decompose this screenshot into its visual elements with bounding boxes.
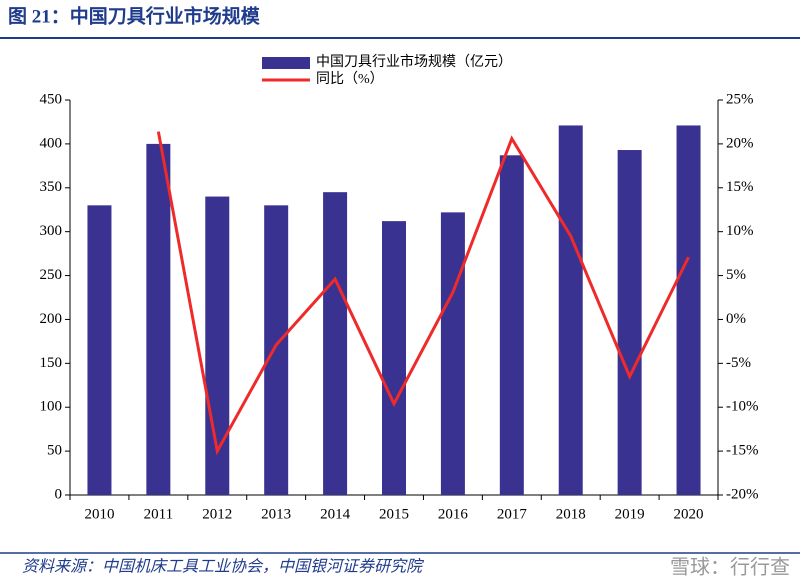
y-tick-label: 400 [40,135,63,151]
bar [676,125,701,495]
bar [323,192,348,495]
legend-label: 同比（%） [316,71,384,87]
bar [617,150,642,496]
y2-tick-label: 10% [726,223,754,239]
x-tick-label: 2019 [615,506,645,522]
x-tick-label: 2017 [497,506,528,522]
y2-tick-label: 20% [726,135,754,151]
y-tick-label: 350 [40,179,63,195]
y-tick-label: 200 [40,311,63,327]
x-tick-label: 2013 [261,506,291,522]
y2-tick-label: 25% [726,91,754,107]
bar [87,205,112,496]
bar [440,212,465,495]
x-tick-label: 2015 [379,506,409,522]
y-tick-label: 100 [40,399,63,415]
bar [382,221,406,495]
bar [264,205,289,496]
y2-tick-label: 5% [726,267,746,283]
bar [499,155,524,496]
legend-swatch [262,57,310,69]
x-tick-label: 2012 [202,506,232,522]
y-tick-label: 300 [40,223,63,239]
line [156,131,690,456]
source: 资料来源：中国机床工具工业协会，中国银河证券研究院 [22,558,425,576]
y2-tick-label: -20% [726,486,759,502]
x-tick-label: 2020 [674,506,704,522]
x-tick-label: 2014 [320,506,351,522]
bar [146,143,171,495]
y2-tick-label: -5% [726,355,751,371]
y2-tick-label: 15% [726,179,754,195]
x-tick-label: 2011 [144,506,173,522]
x-tick-label: 2010 [84,506,114,522]
legend-label: 中国刀具行业市场规模（亿元） [316,53,512,70]
title: 图 21：中国刀具行业市场规模 [8,4,261,27]
y-tick-label: 150 [40,355,63,371]
y2-tick-label: -10% [726,399,759,415]
y-tick-label: 50 [47,443,62,459]
y-tick-label: 0 [55,486,63,502]
watermark: 雪球：行行查 [670,555,790,579]
y-tick-label: 250 [40,267,63,283]
y2-tick-label: -15% [726,443,759,459]
x-tick-label: 2016 [438,506,469,522]
y2-tick-label: 0% [726,311,746,327]
x-tick-label: 2018 [556,506,586,522]
y-tick-label: 450 [40,91,63,107]
bar [558,125,583,495]
